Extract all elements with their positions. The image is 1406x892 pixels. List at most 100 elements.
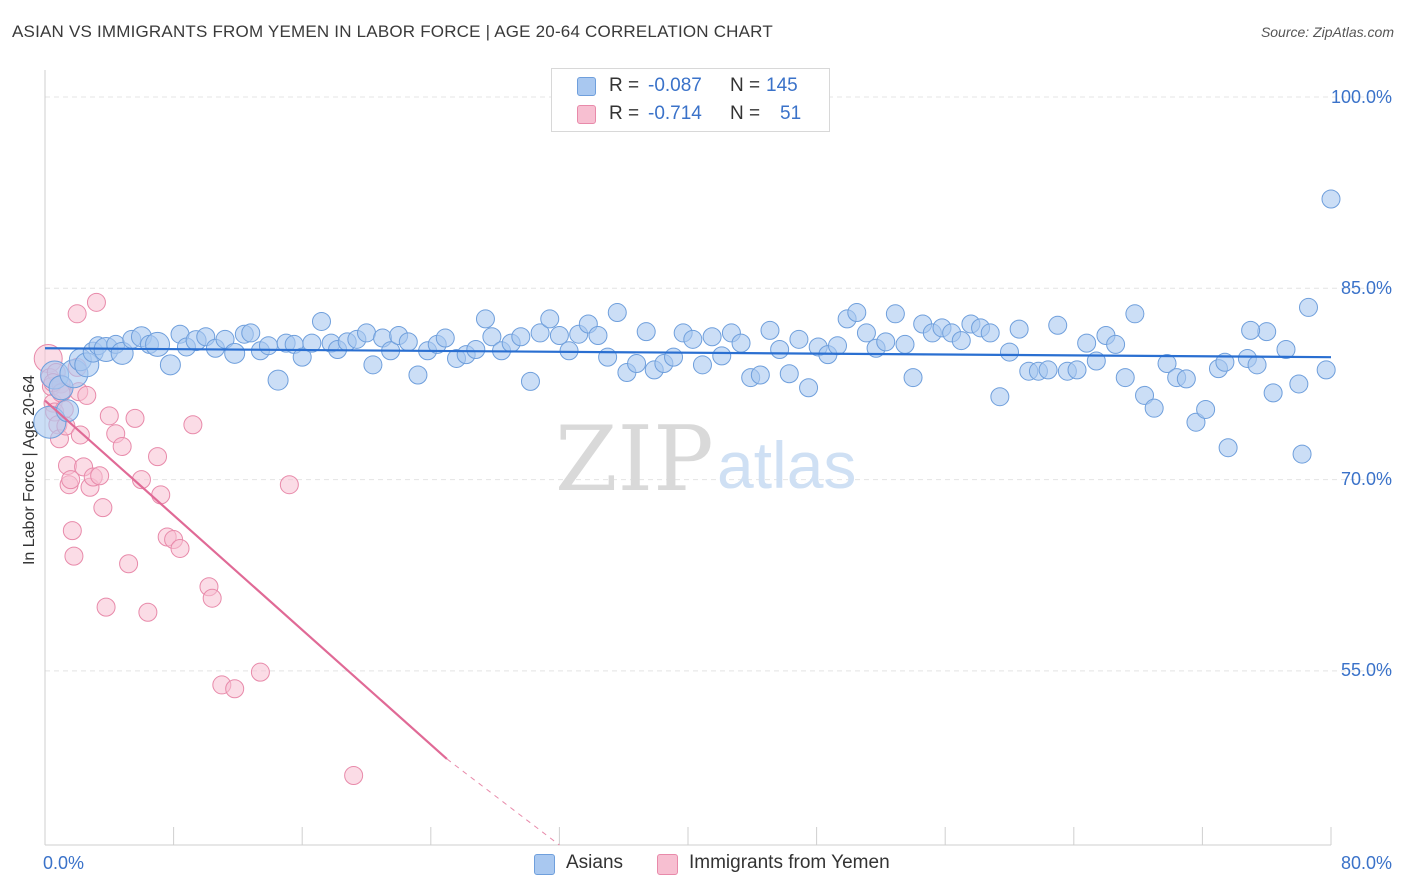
asian-point bbox=[1115, 368, 1135, 388]
trend-lines bbox=[44, 347, 1332, 846]
asians-trend-line bbox=[44, 347, 1332, 359]
asian-point bbox=[885, 304, 905, 324]
asian-point bbox=[159, 354, 181, 376]
asian-point bbox=[1038, 360, 1058, 380]
asian-point bbox=[683, 329, 703, 349]
yemen-point bbox=[90, 466, 110, 486]
x-max-label: 80.0% bbox=[1340, 853, 1392, 873]
legend-r-label: R = bbox=[609, 75, 640, 96]
asian-point bbox=[1000, 342, 1019, 362]
asians-legend-icon bbox=[534, 854, 555, 875]
legend-n-label: N = bbox=[730, 103, 761, 124]
asian-point bbox=[267, 369, 289, 391]
asian-point bbox=[1067, 360, 1087, 380]
asian-point bbox=[258, 336, 278, 356]
asian-point bbox=[357, 323, 376, 343]
asians-swatch-icon bbox=[577, 77, 596, 96]
asian-point bbox=[1009, 319, 1029, 339]
asian-point bbox=[1125, 304, 1145, 324]
asian-point bbox=[895, 334, 915, 354]
asian-point bbox=[598, 347, 618, 367]
asian-point bbox=[760, 320, 780, 340]
asian-point bbox=[692, 355, 712, 375]
yemen-legend-icon bbox=[657, 854, 678, 875]
asian-point bbox=[292, 347, 312, 367]
legend-n-value: 51 bbox=[780, 103, 802, 124]
asian-point bbox=[636, 322, 656, 342]
legend-r-value: -0.714 bbox=[648, 103, 702, 124]
yemen-point bbox=[77, 385, 97, 405]
asian-point bbox=[876, 332, 896, 352]
asian-point bbox=[1276, 340, 1296, 360]
asian-point bbox=[664, 347, 684, 367]
asian-point bbox=[1218, 438, 1238, 458]
source-credit: Source: ZipAtlas.com bbox=[1260, 24, 1394, 40]
legend-r-value: -0.087 bbox=[648, 75, 702, 96]
yemen-point bbox=[64, 546, 84, 566]
yemen-point bbox=[148, 447, 168, 467]
asian-point bbox=[1247, 355, 1267, 375]
asian-point bbox=[856, 323, 876, 343]
asian-point bbox=[215, 329, 235, 349]
asian-point bbox=[363, 355, 383, 375]
asian-point bbox=[799, 378, 819, 398]
legend-n-value: 145 bbox=[766, 75, 798, 96]
asian-point bbox=[224, 342, 246, 364]
asian-point bbox=[1289, 374, 1309, 394]
asian-point bbox=[311, 311, 331, 331]
yemen-point bbox=[170, 538, 190, 558]
asian-point bbox=[1186, 412, 1206, 432]
asian-point bbox=[1196, 399, 1216, 419]
asians-legend-label: Asians bbox=[566, 852, 624, 873]
yemen-point bbox=[344, 765, 364, 785]
asian-point bbox=[731, 333, 751, 353]
asian-point bbox=[540, 309, 560, 329]
asian-point bbox=[1292, 444, 1312, 464]
y-tick-label: 55.0% bbox=[1340, 660, 1392, 680]
yemen-point bbox=[138, 602, 158, 622]
asian-point bbox=[408, 365, 428, 385]
yemen-trend-line bbox=[44, 399, 448, 760]
yemen-point bbox=[202, 588, 222, 608]
yemen-point bbox=[86, 292, 106, 312]
asian-point bbox=[1316, 360, 1336, 380]
asian-point bbox=[466, 340, 486, 360]
asian-point bbox=[789, 329, 809, 349]
asian-point bbox=[1263, 383, 1283, 403]
asian-point bbox=[607, 303, 627, 323]
yemen-point bbox=[279, 475, 299, 495]
watermark-zip: ZIP bbox=[555, 407, 714, 512]
asian-point bbox=[520, 371, 540, 391]
yemen-point bbox=[225, 679, 245, 699]
yemen-point bbox=[61, 470, 81, 490]
yemen-swatch-icon bbox=[577, 105, 596, 124]
asian-point bbox=[511, 327, 531, 347]
asian-point bbox=[1144, 398, 1164, 418]
watermark-atlas: atlas bbox=[717, 428, 856, 502]
asian-point bbox=[1321, 189, 1341, 209]
legend-r-label: R = bbox=[609, 103, 640, 124]
asian-point bbox=[712, 346, 732, 366]
asian-point bbox=[475, 309, 495, 329]
asian-point bbox=[302, 333, 322, 353]
yemen-legend-label: Immigrants from Yemen bbox=[689, 852, 890, 873]
asian-point bbox=[770, 340, 790, 360]
asian-point bbox=[627, 354, 647, 374]
y-tick-label: 85.0% bbox=[1340, 278, 1392, 298]
asian-point bbox=[1048, 315, 1068, 335]
asian-point bbox=[1215, 352, 1235, 372]
legend-row-yemen: R = -0.714 N = 51 bbox=[552, 101, 829, 127]
asian-point bbox=[702, 327, 722, 347]
asian-point bbox=[827, 336, 847, 356]
asian-point bbox=[398, 332, 418, 352]
asian-point bbox=[980, 323, 1000, 343]
asian-point bbox=[1241, 320, 1261, 340]
asian-point bbox=[1298, 297, 1318, 317]
asian-point bbox=[1176, 369, 1196, 389]
asian-point bbox=[1135, 385, 1155, 405]
asian-point bbox=[847, 303, 867, 323]
yemen-point bbox=[250, 662, 270, 682]
yemen-point bbox=[125, 408, 145, 428]
yemen-point bbox=[67, 304, 87, 324]
